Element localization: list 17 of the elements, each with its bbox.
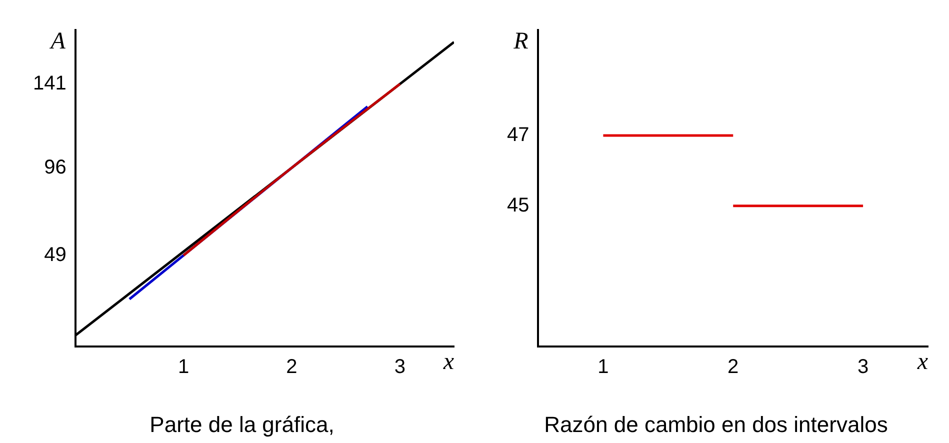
y-tick-label: 96 bbox=[44, 156, 66, 178]
x-tick-label: 3 bbox=[857, 356, 869, 378]
x-tick-label: 2 bbox=[286, 356, 298, 378]
y-tick-label: 45 bbox=[506, 194, 530, 216]
x-axis-title: x bbox=[442, 348, 454, 375]
y-axis-title: A bbox=[48, 28, 66, 54]
x-tick-label: 3 bbox=[394, 356, 406, 378]
y-tick-label: 47 bbox=[506, 124, 530, 146]
x-tick-label: 1 bbox=[178, 356, 190, 378]
x-tick-label: 2 bbox=[728, 356, 739, 378]
text: Parte de la gráfica, bbox=[150, 412, 334, 437]
x-tick-label: 1 bbox=[598, 356, 609, 378]
x-axis-title: x bbox=[916, 348, 928, 375]
y-tick-label: 141 bbox=[32, 72, 66, 95]
y-axis-title: R bbox=[512, 28, 529, 54]
text: Razón de cambio en dos intervalos bbox=[544, 412, 888, 437]
y-tick-label: 49 bbox=[44, 244, 66, 266]
